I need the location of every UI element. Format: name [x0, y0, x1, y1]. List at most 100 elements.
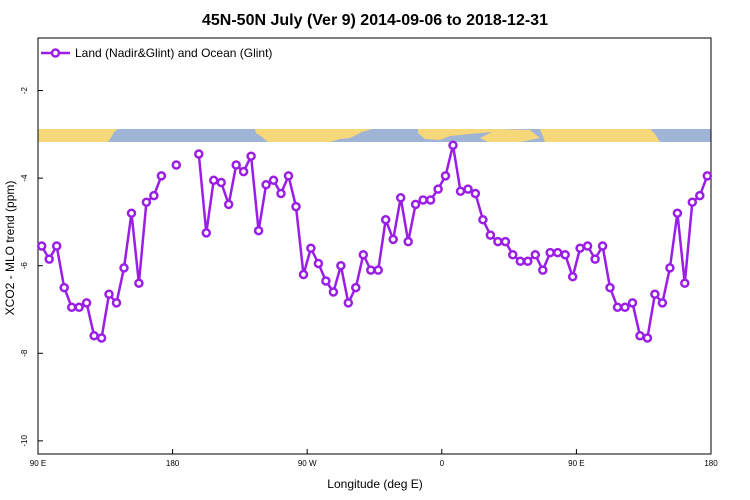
data-point [81, 298, 92, 308]
data-point [283, 171, 294, 181]
x-tick-label: 180 [166, 459, 180, 468]
x-tick-label: 0 [440, 459, 445, 468]
data-point [156, 171, 167, 181]
y-axis-label: XCO2 - MLO trend (ppm) [3, 181, 17, 316]
data-point [149, 190, 159, 201]
data-point [134, 278, 144, 288]
data-point [276, 188, 286, 199]
data-point [328, 287, 339, 297]
data-point [567, 271, 578, 282]
data-point [358, 250, 369, 260]
y-tick-label: -2 [20, 86, 29, 94]
data-point [680, 278, 690, 288]
data-point [590, 254, 600, 264]
x-tick-label: 90 E [568, 459, 584, 468]
legend-label: Land (Nadir&Glint) and Ocean (Glint) [75, 46, 272, 60]
data-point [410, 199, 421, 210]
data-point [298, 269, 309, 280]
data-point [500, 236, 511, 247]
data-point [171, 160, 182, 170]
data-point [642, 333, 653, 343]
data-point [141, 197, 152, 207]
data-point [702, 171, 713, 181]
map-land-north-america [255, 129, 372, 142]
data-point [208, 175, 219, 186]
data-point [448, 140, 458, 151]
data-point [470, 188, 481, 199]
data-point [36, 241, 47, 251]
data-point [366, 265, 376, 275]
data-point [216, 177, 226, 188]
data-point [395, 193, 406, 203]
data-point [74, 302, 84, 313]
data-point [552, 247, 563, 258]
map-strip [38, 129, 711, 142]
data-point [343, 298, 354, 308]
data-point [545, 247, 555, 258]
data-point [194, 149, 204, 159]
data-point [635, 331, 645, 341]
data-point [119, 263, 129, 273]
data-point [575, 243, 585, 253]
data-point [201, 228, 212, 238]
x-axis-label: Longitude (deg E) [327, 477, 422, 491]
data-point [126, 208, 137, 218]
data-point [695, 190, 705, 201]
series-layer [36, 140, 713, 343]
data-point [672, 208, 683, 218]
plot-frame [37, 37, 712, 455]
chart-title: 45N-50N July (Ver 9) 2014-09-06 to 2018-… [202, 12, 548, 29]
data-point [59, 282, 69, 293]
data-point [231, 160, 241, 170]
data-point [455, 186, 466, 197]
data-point [96, 333, 107, 343]
data-point [388, 234, 398, 245]
y-tick-label: -8 [20, 349, 29, 357]
data-point [403, 236, 413, 247]
data-point [321, 276, 331, 286]
data-point [223, 199, 234, 210]
legend: Land (Nadir&Glint) and Ocean (Glint) [41, 46, 272, 60]
data-point [605, 282, 615, 293]
data-point [538, 265, 548, 275]
data-point [650, 289, 660, 299]
y-tick-label: -6 [20, 262, 29, 270]
data-point [665, 263, 675, 273]
data-point [478, 214, 488, 225]
data-point [351, 282, 361, 293]
data-point [336, 260, 346, 271]
data-point [246, 151, 256, 161]
map-land-europe [418, 129, 498, 140]
data-point [612, 302, 623, 313]
data-point [66, 302, 77, 313]
data-point [44, 254, 54, 264]
data-point [51, 241, 62, 251]
data-point [530, 250, 541, 260]
data-point [268, 175, 279, 186]
map-land-asia [38, 129, 118, 142]
data-point [657, 298, 668, 308]
data-point [253, 225, 264, 236]
data-point [418, 195, 428, 205]
data-point [433, 184, 443, 194]
data-point [620, 302, 630, 313]
data-point [111, 298, 122, 308]
y-tick-label: -4 [20, 174, 29, 182]
x-tick-label: 90 E [30, 459, 46, 468]
x-tick-label: 180 [704, 459, 718, 468]
map-land-asia-east [540, 129, 660, 142]
y-axis: -2 -4 -6 -8 -10 [20, 86, 43, 447]
data-point [485, 230, 496, 240]
data-point [261, 179, 271, 190]
legend-marker [50, 48, 61, 58]
data-point [523, 256, 533, 267]
data-point [687, 197, 698, 207]
data-point [306, 243, 316, 253]
series-line [197, 144, 709, 340]
data-point [313, 258, 324, 269]
data-point [560, 250, 570, 260]
y-tick-label: -10 [20, 435, 29, 447]
data-point [425, 195, 436, 205]
data-point [508, 250, 518, 260]
